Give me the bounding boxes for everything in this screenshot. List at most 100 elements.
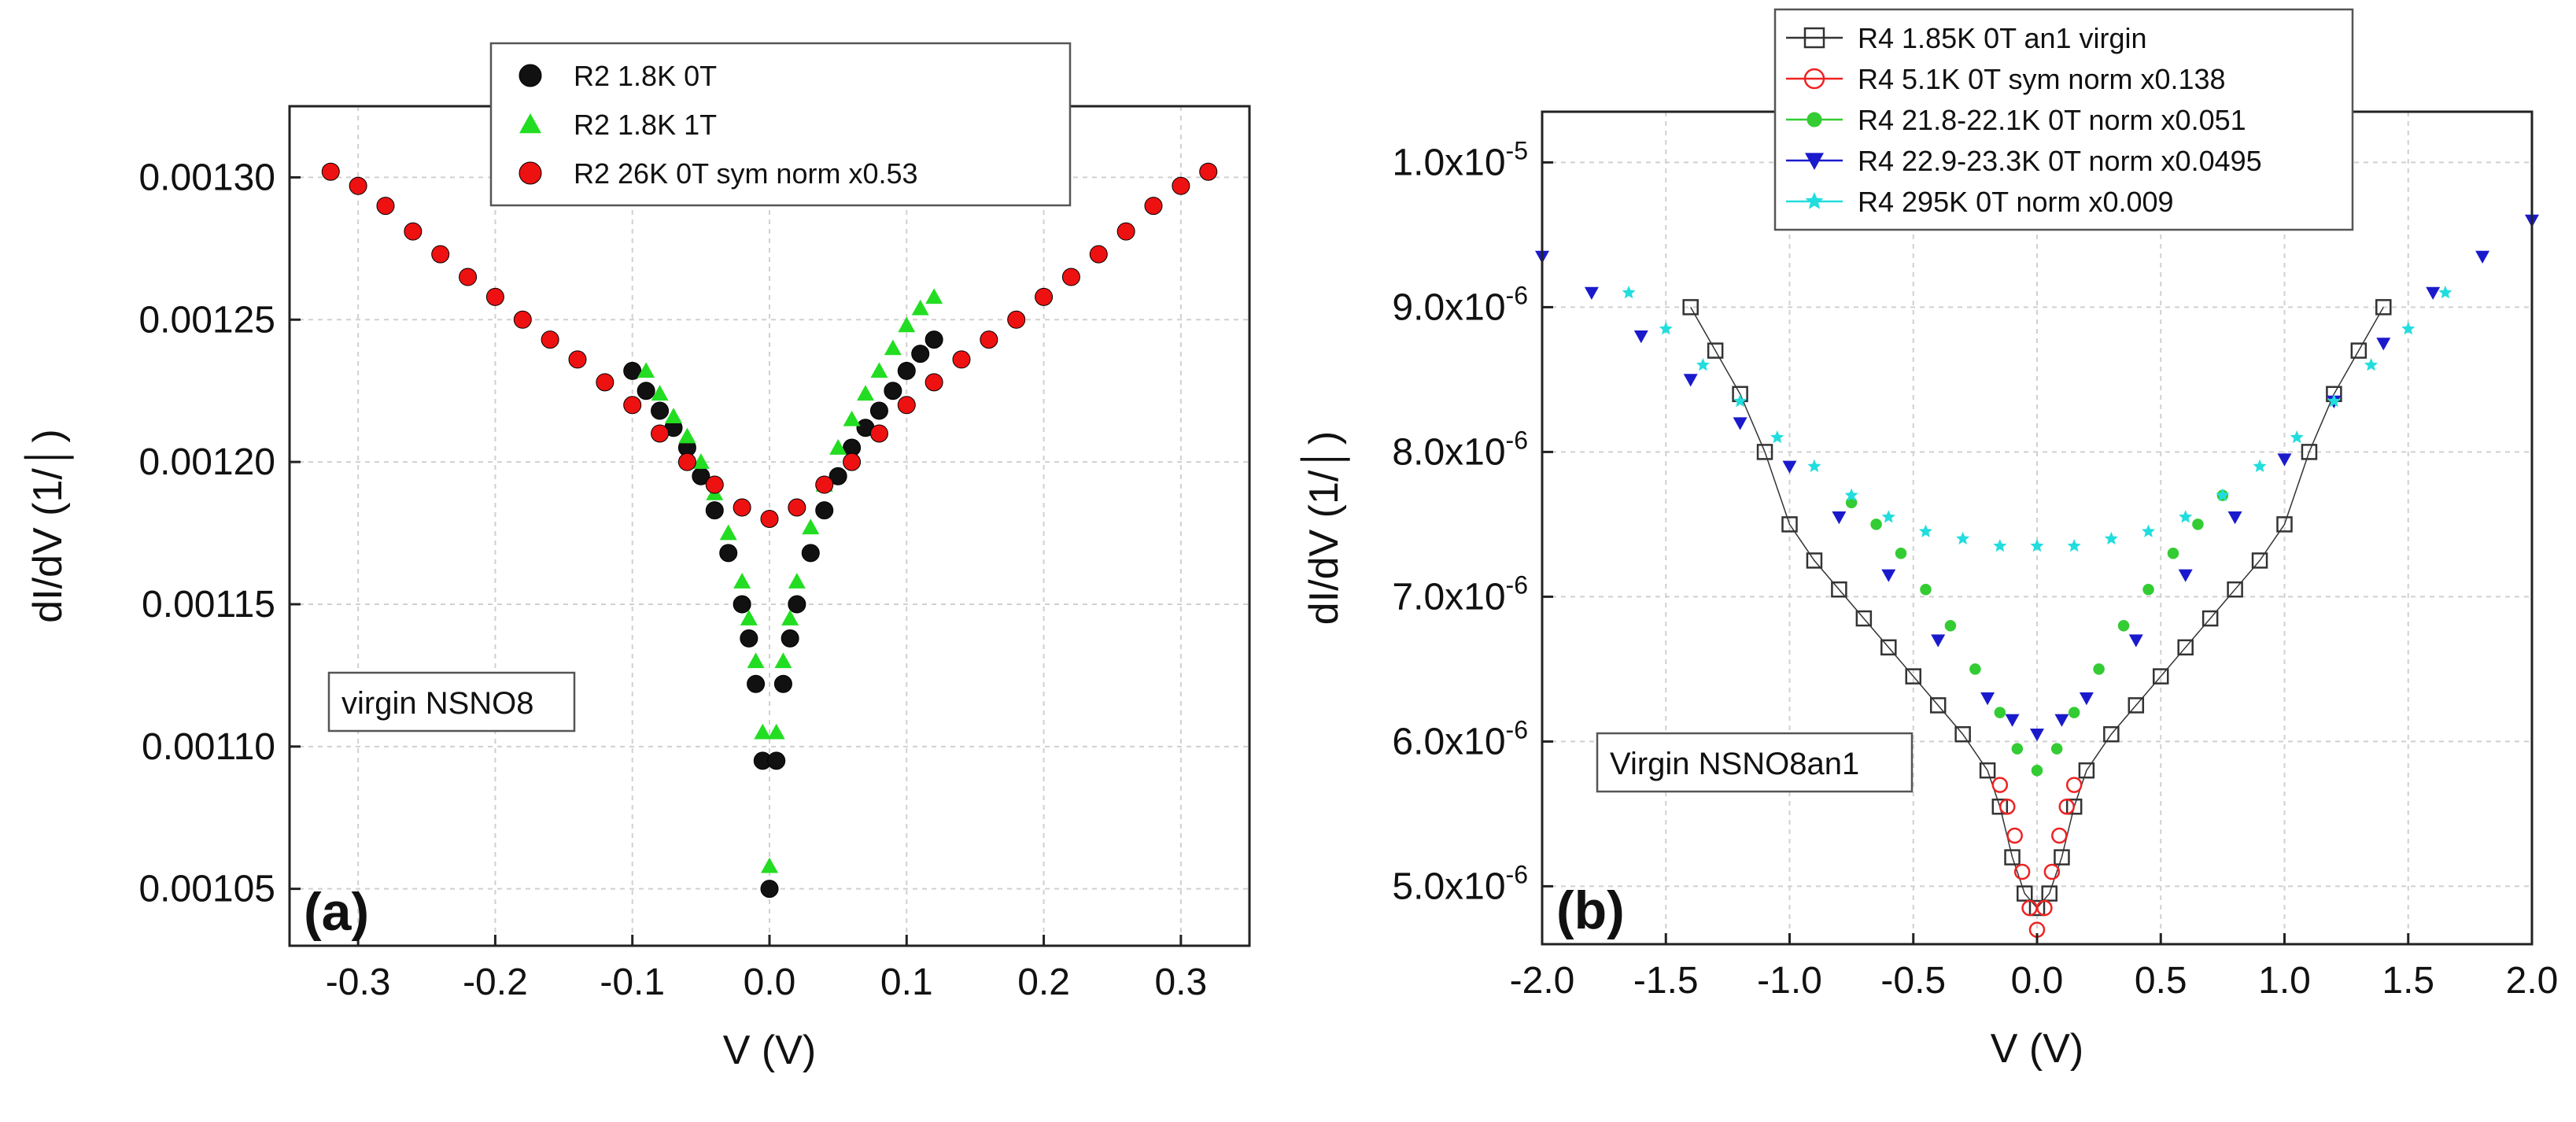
data-point [761,857,778,873]
legend: R4 1.85K 0T an1 virgin R4 5.1K 0T sym nor… [1773,8,2354,231]
data-point [1991,798,2009,815]
data-point [1682,299,1699,316]
data-point [2103,725,2120,743]
series-1 [623,330,943,899]
legend-label: R2 26K 0T sym norm x0.53 [574,157,918,190]
data-point [665,408,682,424]
data-point [1980,692,1995,706]
data-point [2006,827,2023,844]
data-point [2031,764,2043,777]
x-tick-label: -0.5 [1880,960,1946,1002]
data-point [781,610,799,626]
data-point [869,401,888,420]
data-point [2426,286,2441,300]
legend-item: R4 5.1K 0T sym norm x0.138 [1786,63,2226,95]
legend: R2 1.8K 0T R2 1.8K 1T R2 26K 0T sym norm x… [489,42,1072,207]
series-3 [1845,489,2229,777]
legend-item: R4 1.85K 0T an1 virgin [1786,22,2147,54]
data-point [869,424,888,443]
legend-marker [1807,112,1822,127]
data-point [733,595,751,614]
panel-label: (a) [304,882,369,942]
data-point [2036,899,2053,917]
x-tick-label: -0.1 [600,961,665,1003]
data-point [485,287,504,306]
data-point [623,396,642,415]
y-tick-label: 0.00120 [138,441,275,483]
legend-marker [519,64,542,87]
data-point [2376,338,2391,351]
data-point [897,361,916,380]
legend-frame [489,42,1072,207]
data-point [2364,358,2379,371]
data-point [2028,899,2046,917]
data-point [2017,885,2033,902]
data-point [740,610,758,626]
data-point [1918,524,1932,537]
data-point [651,385,669,401]
data-point [2276,516,2293,533]
data-point [2216,488,2230,501]
x-tick-label: 0.5 [2135,960,2187,1002]
data-point [2475,250,2490,264]
data-point [1880,639,1897,656]
x-tick-label: 0.0 [2011,960,2064,1002]
data-point [1954,725,1971,743]
data-point [1756,444,1773,460]
x-tick-label: 1.0 [2258,960,2311,1002]
data-point [431,245,450,264]
data-point [747,652,765,669]
data-point [1956,531,1970,545]
data-point [2004,849,2021,865]
data-point [2093,663,2105,675]
data-point [1733,417,1747,430]
legend-marker [519,113,541,134]
data-point [1844,488,1858,501]
annotation-frame [1596,732,1914,793]
data-point [980,330,998,349]
panel-b: -2.0 -1.5 -1.0 -0.5 0.0 0.5 1.0 1.5 2.0 5.0x10-6 6… [1300,8,2559,1072]
x-tick-label: 2.0 [2506,960,2559,1002]
data-point [2277,453,2292,467]
data-point [952,350,971,369]
legend-item: R4 22.9-23.3K 0T norm x0.0495 [1786,145,2262,177]
data-point [596,373,614,392]
annotation-box: Virgin NSNO8an1 [1596,732,1914,793]
series-5 [1622,286,2452,552]
data-point [2327,394,2341,408]
data-point [829,439,847,455]
data-point [1929,697,1947,714]
data-point [349,176,367,195]
y-tick-label: 0.00130 [138,157,275,198]
data-point [541,330,559,349]
data-point [651,424,670,443]
data-point [1845,496,1858,509]
data-point [1969,663,1981,675]
data-point [404,222,423,241]
data-point [2030,539,2044,552]
data-point [1584,286,1599,300]
legend-marker [1803,68,1825,90]
x-axis-title: V (V) [1991,1026,2083,1072]
x-tick-label: -0.2 [463,961,528,1003]
data-point [1144,197,1163,216]
data-point [2251,552,2268,569]
data-point [1172,176,1190,195]
data-point [2301,444,2318,460]
data-point [705,475,724,494]
data-point [513,310,532,329]
data-point [719,544,738,563]
data-point [1870,519,1882,530]
data-point [2128,697,2145,714]
data-point [2290,430,2304,444]
data-point [1807,459,1821,473]
data-point [1855,610,1873,627]
data-point [2058,798,2075,815]
data-point [815,501,834,520]
data-point [897,396,916,415]
data-point [2005,714,2020,727]
data-point [2030,729,2044,742]
legend-label: R4 22.9-23.3K 0T norm x0.0495 [1858,145,2262,177]
data-point [857,385,874,401]
